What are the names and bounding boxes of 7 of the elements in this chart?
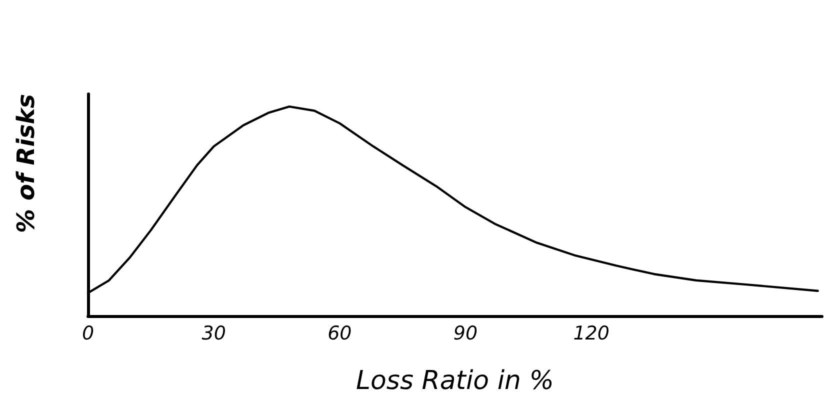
x-tick-label: 30 bbox=[202, 322, 226, 344]
x-tick-label: 60 bbox=[328, 322, 352, 344]
x-tick-label: 120 bbox=[573, 322, 610, 344]
x-tick-label: 90 bbox=[453, 322, 478, 344]
x-tick-label: 0 bbox=[82, 322, 94, 344]
x-axis-title: Loss Ratio in % bbox=[356, 366, 554, 396]
y-axis-title: % of Risks bbox=[12, 94, 40, 233]
